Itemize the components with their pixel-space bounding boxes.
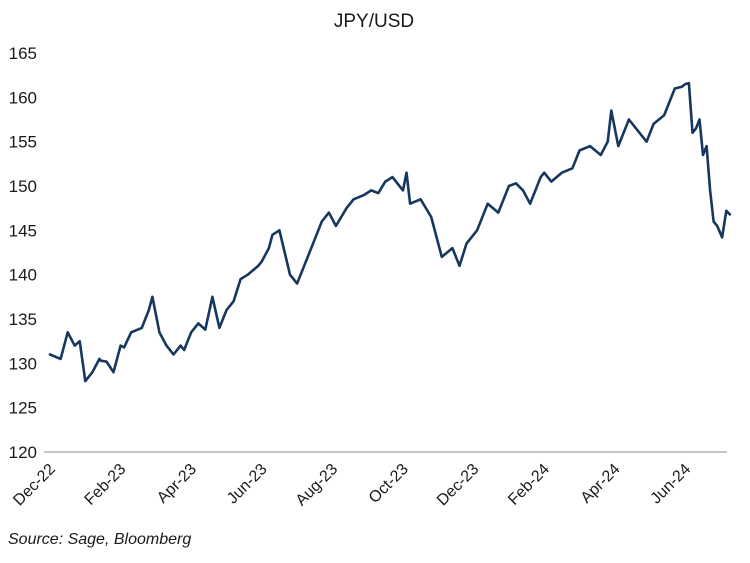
y-tick-label: 125 bbox=[9, 399, 37, 418]
x-tick-label: Jun-24 bbox=[648, 461, 695, 508]
y-tick-labels: 120 125 130 135 140 145 150 155 160 165 bbox=[9, 44, 37, 462]
x-tick-label: Dec-23 bbox=[434, 461, 483, 510]
y-tick-label: 160 bbox=[9, 88, 37, 107]
x-tick-label: Oct-23 bbox=[366, 461, 412, 507]
x-tick-label: Dec-22 bbox=[10, 461, 59, 510]
x-tick-labels: Dec-22 Feb-23 Apr-23 Jun-23 Aug-23 Oct-23 Dec-… bbox=[10, 461, 694, 510]
y-tick-label: 130 bbox=[9, 354, 37, 373]
y-tick-label: 135 bbox=[9, 310, 37, 329]
series-line-jpy-usd bbox=[48, 81, 732, 383]
y-tick-label: 155 bbox=[9, 133, 37, 152]
y-tick-label: 165 bbox=[9, 44, 37, 63]
y-tick-label: 140 bbox=[9, 266, 37, 285]
x-tick-label: Feb-24 bbox=[505, 461, 553, 509]
y-tick-label: 150 bbox=[9, 177, 37, 196]
chart-title: JPY/USD bbox=[334, 11, 414, 32]
source-note: Source: Sage, Bloomberg bbox=[8, 531, 192, 548]
y-tick-label: 145 bbox=[9, 221, 37, 240]
x-tick-label: Jun-23 bbox=[224, 461, 271, 508]
x-tick-label: Apr-24 bbox=[578, 461, 624, 507]
y-tick-label: 120 bbox=[9, 443, 37, 462]
x-tick-label: Apr-23 bbox=[154, 461, 200, 507]
x-tick-label: Feb-23 bbox=[82, 461, 130, 509]
x-tick-label: Aug-23 bbox=[293, 461, 342, 510]
